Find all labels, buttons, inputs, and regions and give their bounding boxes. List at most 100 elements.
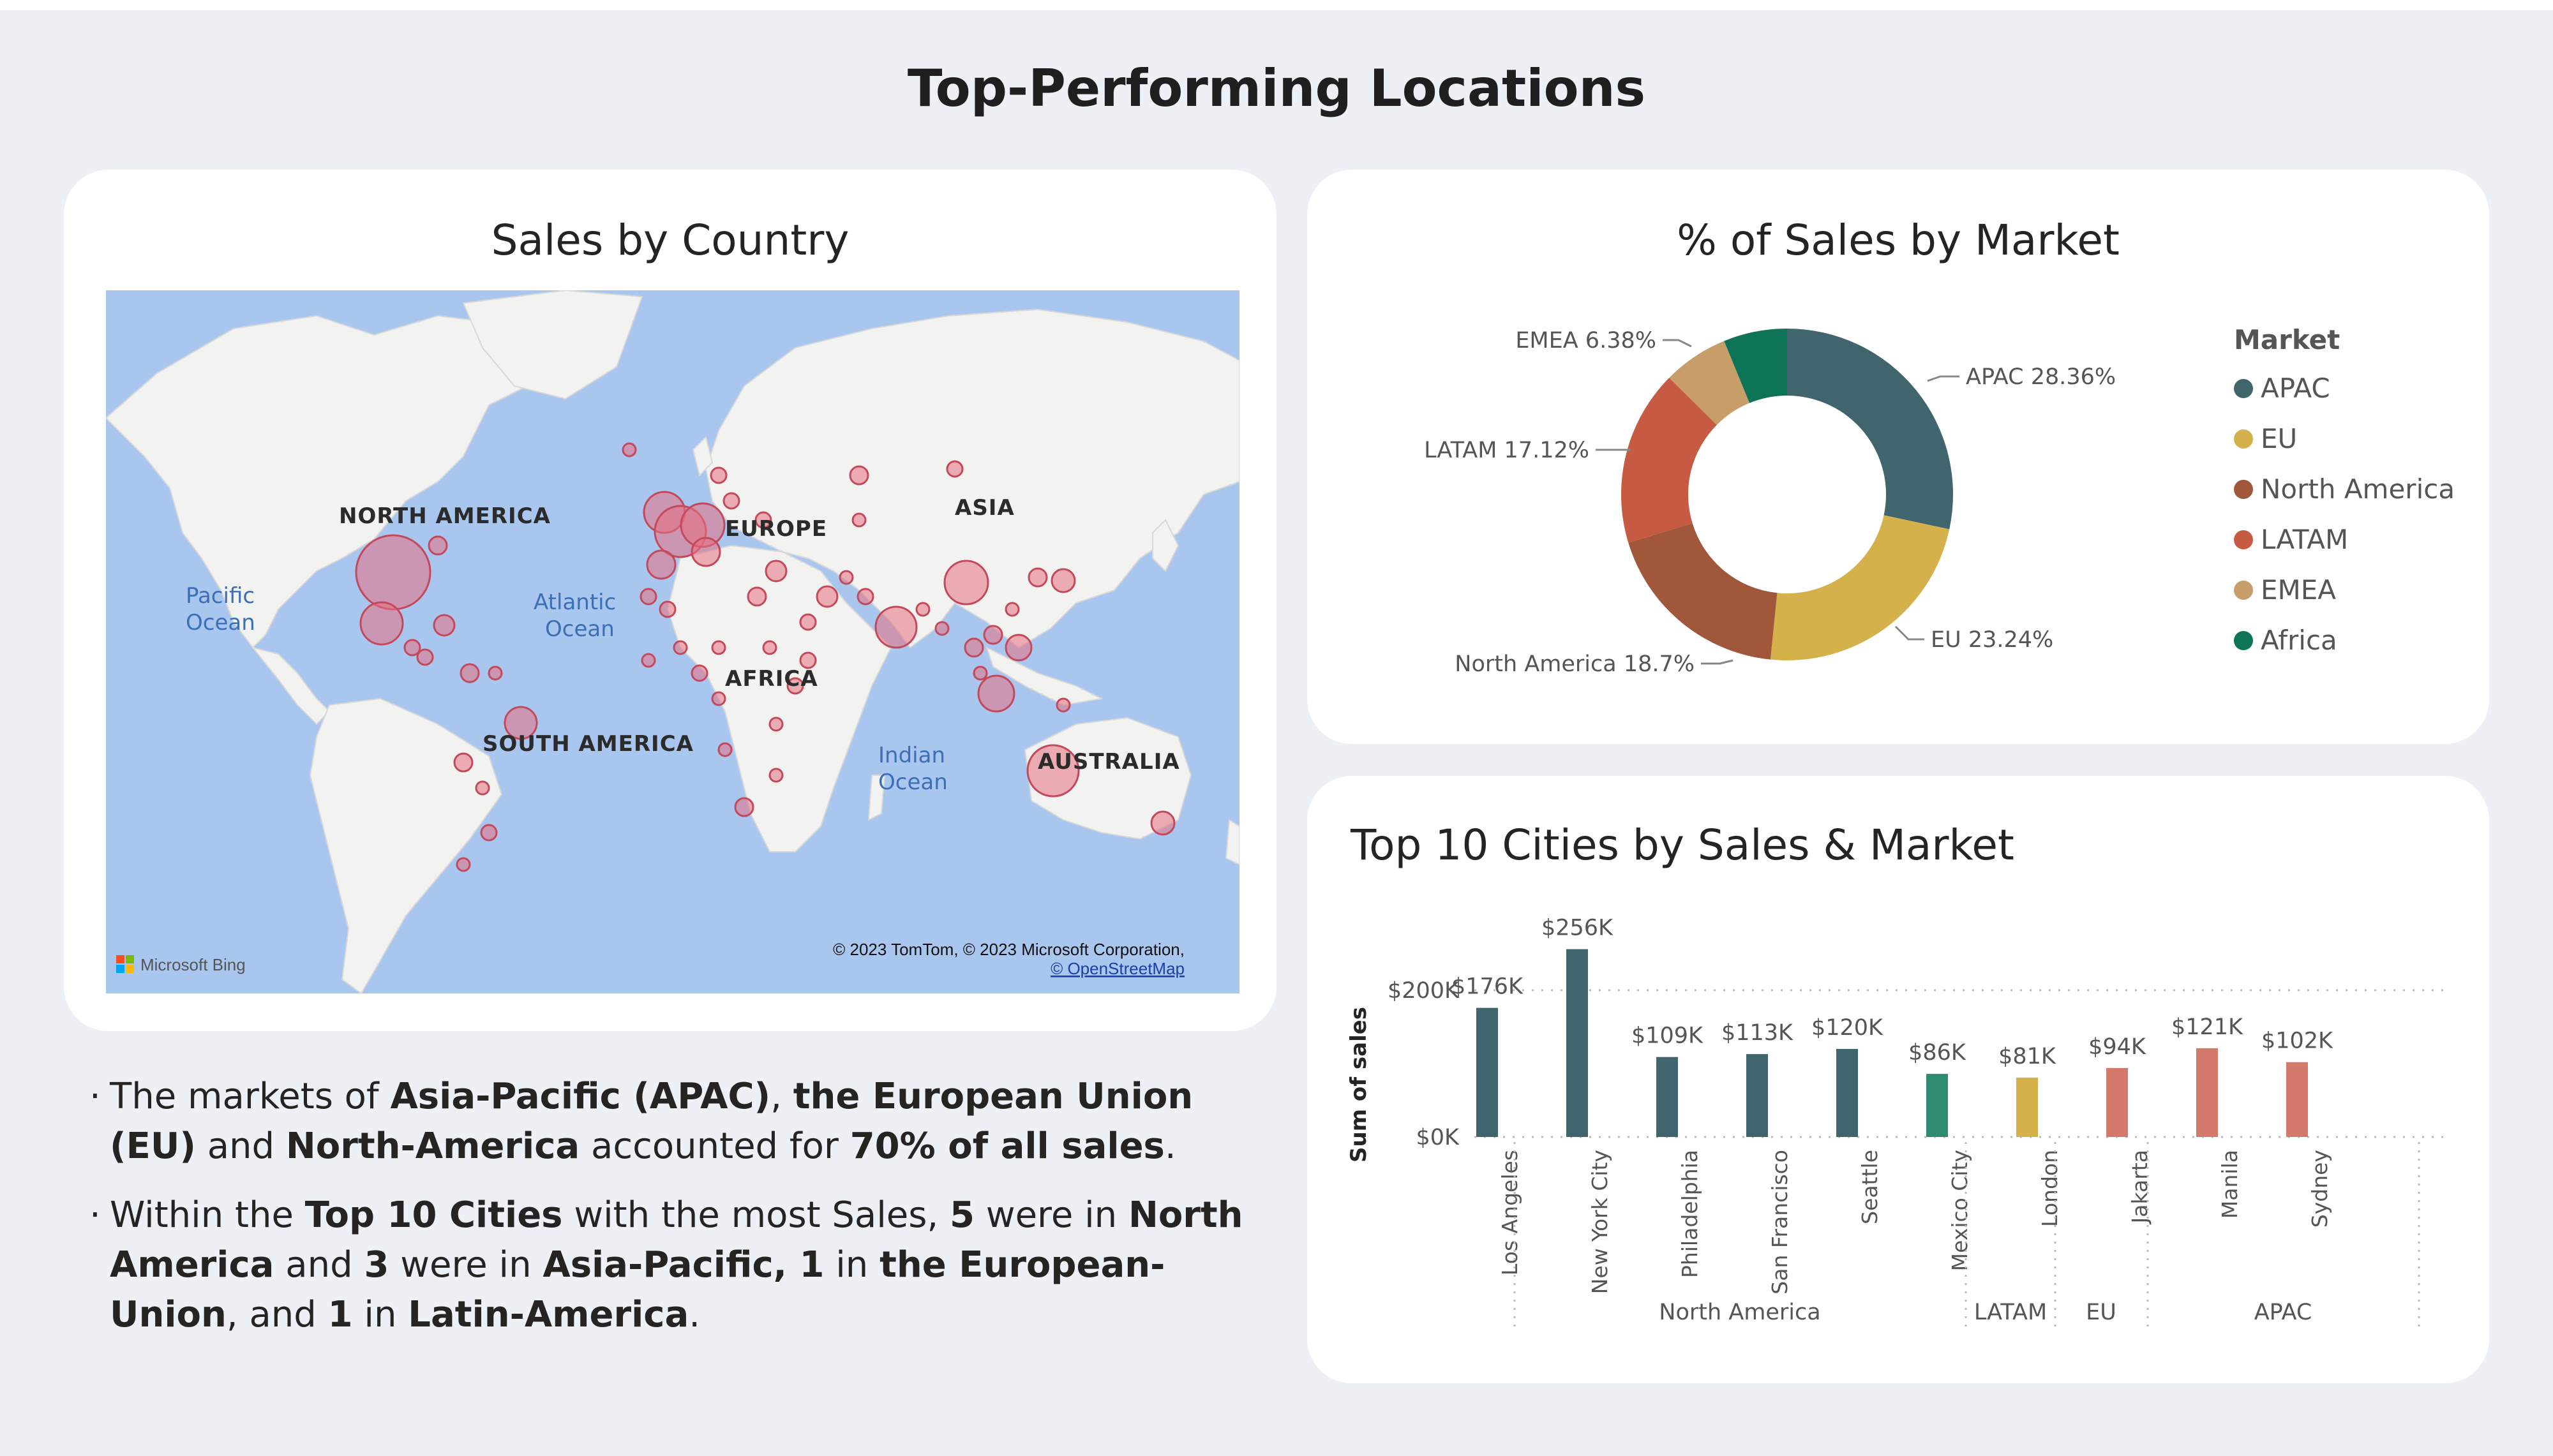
legend-label-latam: LATAM [2261, 524, 2349, 555]
bubble-korea [1028, 567, 1048, 588]
donut-slice-emea[interactable] [1669, 341, 1750, 425]
bubble-morocco [640, 588, 657, 605]
bubble-tanzania [768, 717, 784, 732]
bubble-malaysia [973, 665, 988, 681]
map-label-pacific-1: Pacific [186, 583, 255, 609]
note-run: 3 [364, 1244, 389, 1286]
bar-jakarta[interactable] [2106, 1067, 2128, 1137]
city-label: Mexico City [1947, 1150, 1972, 1271]
bar-seattle[interactable] [1836, 1049, 1858, 1137]
map-label-atlantic-1: Atlantic [534, 590, 616, 615]
sales-map[interactable]: NORTH AMERICA EUROPE ASIA AFRICA SOUTH A… [106, 290, 1239, 993]
map-label-europe: EUROPE [725, 516, 827, 542]
note-run: , and [226, 1294, 328, 1335]
land-japan [1152, 519, 1179, 572]
donut-slice-north-america[interactable] [1628, 523, 1778, 660]
bar-manila[interactable] [2196, 1048, 2218, 1137]
land-indonesia [985, 646, 1104, 706]
note-run: the European-Union [110, 1244, 1165, 1335]
legend-item-emea[interactable]: EMEA [2234, 565, 2455, 615]
legend-item-apac[interactable]: APAC [2234, 363, 2455, 413]
bar-los-angeles[interactable] [1476, 1007, 1498, 1137]
bubble-afghanistan [839, 570, 854, 585]
leader-na [1701, 659, 1733, 665]
bing-logo: Microsoft Bing [116, 955, 246, 974]
donut-chart[interactable]: APAC 28.36% EU 23.24% North America 18.7… [1308, 169, 2227, 731]
bar-san-francisco[interactable] [1746, 1054, 1768, 1137]
bar-mexico-city[interactable] [1926, 1074, 1948, 1137]
data-label: $102K [2261, 1029, 2333, 1054]
bubble-spain [646, 549, 677, 580]
bar-new-york-city[interactable] [1566, 949, 1588, 1137]
bubble-venezuela [488, 665, 503, 681]
bubble-ethiopia [799, 651, 817, 669]
bubble-iceland [622, 442, 637, 457]
bullet-icon: · [89, 1076, 101, 1117]
bubble-nigeria [691, 664, 708, 682]
map-bubbles [355, 442, 1176, 872]
note-run: 1 [327, 1294, 353, 1335]
donut-slice-apac[interactable] [1787, 329, 1953, 530]
y-tick-0k: $0K [1416, 1125, 1460, 1150]
legend-item-eu[interactable]: EU [2234, 413, 2455, 464]
map-land [106, 290, 1239, 993]
legend-label-north-america: North America [2261, 473, 2455, 505]
donut-slice-eu[interactable] [1770, 515, 1950, 660]
bubble-honduras [416, 648, 434, 666]
data-label: $256K [1541, 916, 1613, 941]
map-label-pacific-2: Ocean [186, 610, 255, 635]
bubble-colombia [460, 663, 480, 683]
bubble-mexico [359, 601, 404, 646]
bubble-japan [1051, 568, 1076, 593]
note-run: in [824, 1244, 880, 1286]
bubble-bangladesh [915, 602, 931, 617]
bar-london[interactable] [2016, 1077, 2038, 1137]
city-label: Jakarta [2127, 1150, 2152, 1224]
city-label: New York City [1587, 1150, 1612, 1294]
donut-slice-latam[interactable] [1621, 378, 1717, 543]
data-label: $81K [1998, 1044, 2056, 1069]
donut-slice-africa[interactable] [1724, 329, 1787, 403]
note-run: accounted for [580, 1125, 850, 1167]
note-run: . [1164, 1125, 1176, 1167]
note-run: were in [975, 1194, 1128, 1236]
bubble-kazakhstan [851, 512, 867, 528]
bubble-poland [722, 492, 740, 510]
bubble-guatemala [403, 639, 421, 657]
group-label-latam: LATAM [1974, 1300, 2047, 1325]
legend-item-north-america[interactable]: North America [2234, 464, 2455, 514]
donut-legend: Market APAC EU North America LATAM EMEA … [2234, 324, 2455, 665]
bar-sydney[interactable] [2286, 1062, 2308, 1137]
map-region-labels: NORTH AMERICA EUROPE ASIA AFRICA SOUTH A… [186, 495, 1179, 795]
map-attribution: © 2023 TomTom, © 2023 Microsoft Corporat… [833, 940, 1185, 959]
bubble-niger [711, 640, 726, 655]
bar-philadelphia[interactable] [1656, 1057, 1678, 1137]
data-label: $86K [1908, 1040, 1966, 1066]
bubble-png [1056, 697, 1071, 713]
data-label: $109K [1631, 1023, 1703, 1049]
insight-notes: · The markets of Asia-Pacific (APAC), the… [89, 1072, 1276, 1359]
data-label: $113K [1721, 1020, 1793, 1046]
bubble-turkey [765, 560, 788, 583]
map-label-indian-2: Ocean [878, 769, 948, 795]
insight-note-2-text: Within the Top 10 Cities with the most S… [110, 1194, 1243, 1335]
data-label: $121K [2171, 1014, 2243, 1040]
legend-item-africa[interactable]: Africa [2234, 615, 2455, 665]
bubble-myanmar [934, 621, 950, 636]
bubble-usa [355, 534, 431, 611]
bubble-sudan [762, 640, 777, 655]
legend-item-latam[interactable]: LATAM [2234, 514, 2455, 565]
legend-dot-apac [2234, 378, 2253, 398]
map-canvas[interactable]: NORTH AMERICA EUROPE ASIA AFRICA SOUTH A… [106, 290, 1239, 993]
insight-note-1: · The markets of Asia-Pacific (APAC), the… [89, 1072, 1276, 1171]
note-run: , [770, 1076, 793, 1117]
map-attribution-link[interactable]: © OpenStreetMap [1051, 959, 1185, 978]
bullet-icon: · [89, 1194, 101, 1236]
note-run: North-America [285, 1125, 580, 1167]
note-run: 70% of all sales [850, 1125, 1165, 1167]
bubble-philippines [1005, 634, 1033, 662]
note-run: The markets of [110, 1076, 391, 1117]
legend-label-africa: Africa [2261, 625, 2337, 656]
y-tick-200k: $200K [1388, 978, 1460, 1004]
